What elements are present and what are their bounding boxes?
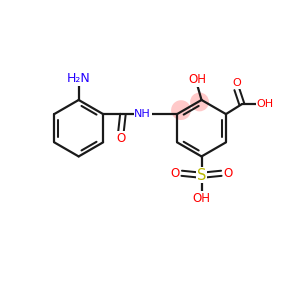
Text: H₂N: H₂N — [67, 72, 91, 85]
Text: O: O — [224, 167, 233, 180]
Circle shape — [190, 92, 209, 111]
Text: S: S — [197, 168, 206, 183]
Text: NH: NH — [134, 109, 151, 119]
Text: NH: NH — [135, 109, 152, 118]
Text: O: O — [170, 167, 179, 180]
Text: OH: OH — [193, 192, 211, 205]
Text: OH: OH — [256, 99, 274, 109]
Text: O: O — [116, 132, 126, 145]
Circle shape — [171, 100, 191, 120]
Text: OH: OH — [189, 73, 207, 86]
Text: O: O — [232, 78, 241, 88]
